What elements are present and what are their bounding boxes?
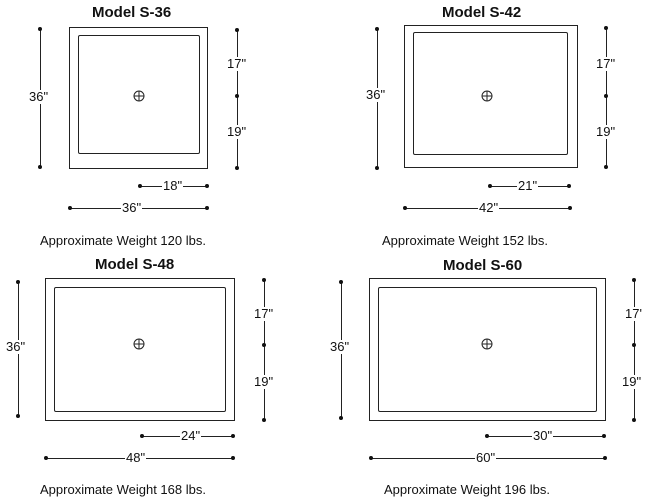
dimension-endpoint [375, 166, 379, 170]
dimension-endpoint [262, 343, 266, 347]
drain-offset-label: 18" [162, 178, 184, 193]
width-label: 42" [478, 200, 500, 215]
top-offset-label: 17" [226, 56, 248, 71]
dimension-endpoint [38, 165, 42, 169]
drain-offset-label: 24" [180, 428, 202, 443]
dimension-endpoint [568, 206, 572, 210]
shower-base-outline [369, 278, 606, 421]
dimension-endpoint [632, 418, 636, 422]
shower-base-outline [45, 278, 235, 421]
drain-offset-label: 30" [532, 428, 554, 443]
dimension-endpoint [262, 278, 266, 282]
dimension-endpoint [602, 434, 606, 438]
drain-offset-vertical-line [264, 280, 265, 420]
height-label: 36" [365, 87, 387, 102]
dimension-endpoint [375, 27, 379, 31]
model-title: Model S-42 [442, 4, 522, 21]
dimension-endpoint [235, 94, 239, 98]
bottom-offset-label: 19" [621, 374, 643, 389]
dimension-endpoint [632, 278, 636, 282]
dimension-endpoint [16, 414, 20, 418]
shower-floor-outline [413, 32, 568, 155]
dimension-endpoint [339, 416, 343, 420]
dimension-endpoint [262, 418, 266, 422]
drain-icon [133, 338, 145, 350]
dimension-endpoint [231, 434, 235, 438]
height-label: 36" [329, 339, 351, 354]
drain-icon [481, 338, 493, 350]
drain-offset-vertical-line [237, 30, 238, 168]
model-title: Model S-48 [95, 256, 175, 273]
width-label: 48" [125, 450, 147, 465]
dimension-endpoint [604, 26, 608, 30]
height-label: 36" [28, 89, 50, 104]
model-title: Model S-36 [92, 4, 172, 21]
dimension-endpoint [140, 434, 144, 438]
dimension-endpoint [485, 434, 489, 438]
height-label: 36" [5, 339, 27, 354]
dimension-endpoint [403, 206, 407, 210]
dimension-endpoint [604, 94, 608, 98]
drain-offset-label: 21" [517, 178, 539, 193]
drain-icon [133, 90, 145, 102]
model-title: Model S-60 [443, 257, 523, 274]
top-offset-label: 17" [595, 56, 617, 71]
drain-offset-vertical-line [634, 280, 635, 420]
top-offset-label: 17' [624, 306, 643, 321]
width-label: 36" [121, 200, 143, 215]
dimension-endpoint [235, 166, 239, 170]
shower-floor-outline [54, 287, 226, 412]
weight-text: Approximate Weight 168 lbs. [40, 482, 206, 497]
bottom-offset-label: 19" [595, 124, 617, 139]
dimension-endpoint [632, 343, 636, 347]
drain-icon [481, 90, 493, 102]
dimension-endpoint [138, 184, 142, 188]
dimension-endpoint [205, 206, 209, 210]
weight-text: Approximate Weight 196 lbs. [384, 482, 550, 497]
dimension-endpoint [231, 456, 235, 460]
dimension-endpoint [567, 184, 571, 188]
dimension-endpoint [68, 206, 72, 210]
width-label: 60" [475, 450, 497, 465]
dimension-endpoint [369, 456, 373, 460]
top-offset-label: 17" [253, 306, 275, 321]
dimension-endpoint [205, 184, 209, 188]
bottom-offset-label: 19" [253, 374, 275, 389]
bottom-offset-label: 19" [226, 124, 248, 139]
dimension-endpoint [38, 27, 42, 31]
dimension-endpoint [16, 280, 20, 284]
dimension-endpoint [235, 28, 239, 32]
weight-text: Approximate Weight 120 lbs. [40, 233, 206, 248]
dimension-endpoint [44, 456, 48, 460]
shower-floor-outline [78, 35, 200, 154]
dimension-endpoint [603, 456, 607, 460]
shower-floor-outline [378, 287, 597, 412]
weight-text: Approximate Weight 152 lbs. [382, 233, 548, 248]
shower-base-outline [69, 27, 208, 169]
dimension-endpoint [488, 184, 492, 188]
shower-base-outline [404, 25, 578, 168]
dimension-endpoint [604, 165, 608, 169]
dimension-endpoint [339, 280, 343, 284]
